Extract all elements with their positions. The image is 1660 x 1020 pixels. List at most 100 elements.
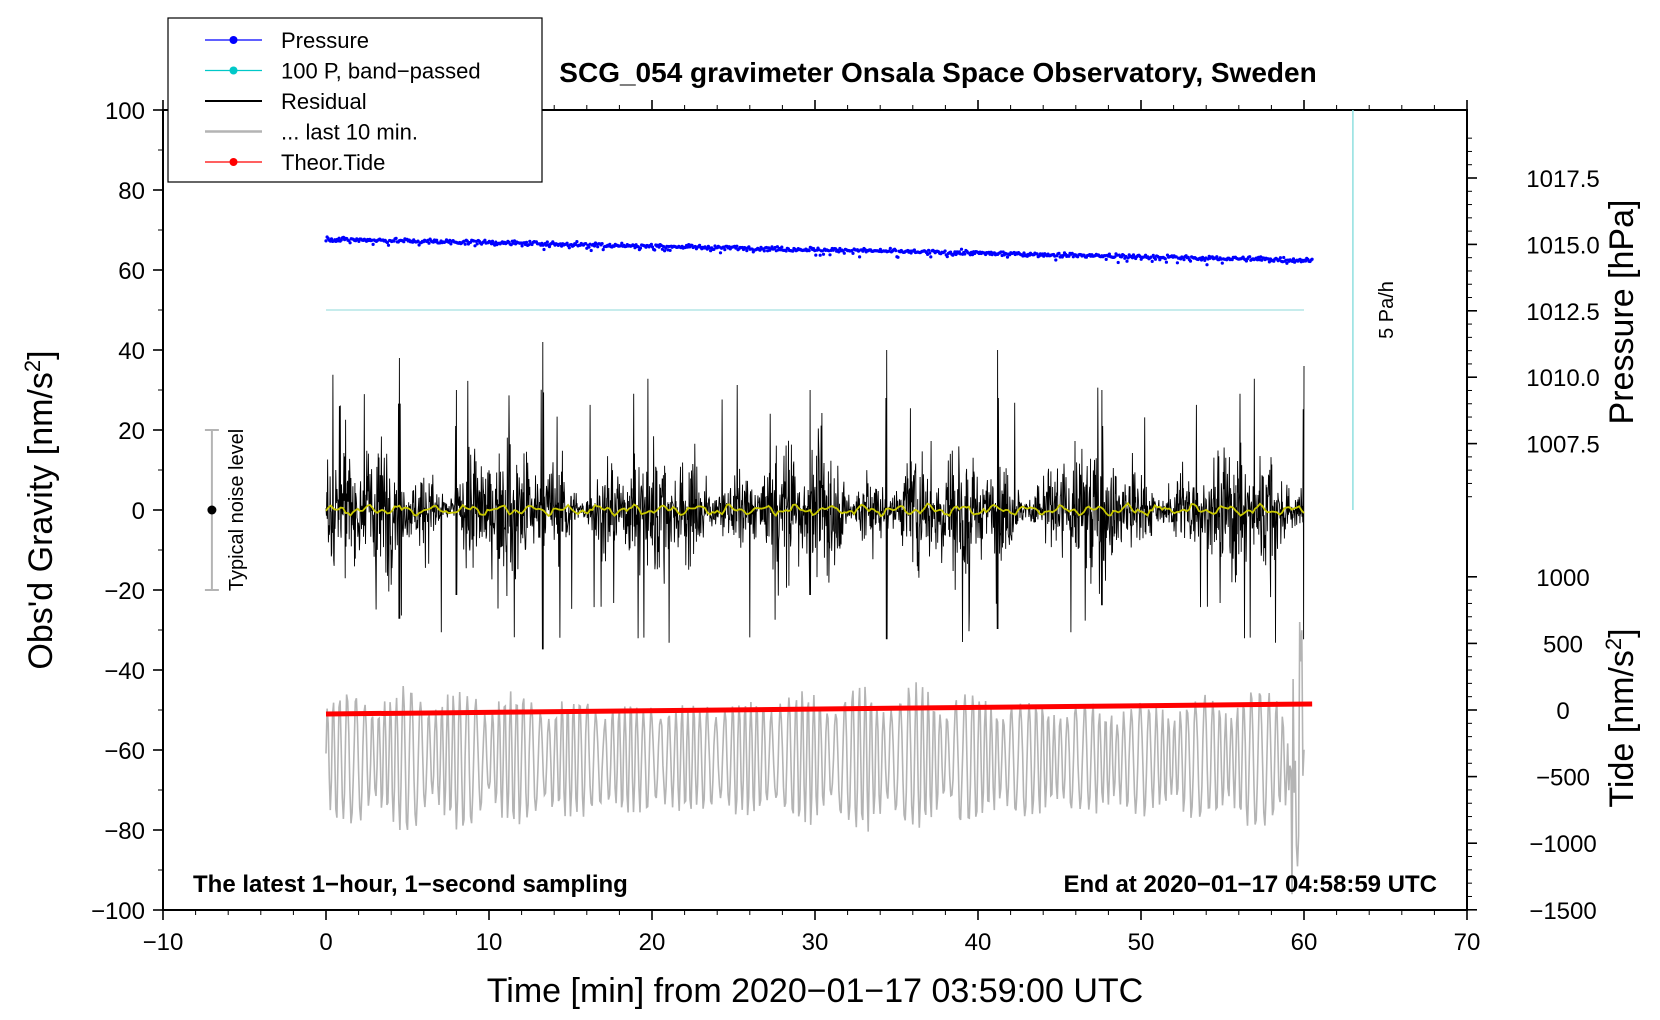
- pressure-point: [324, 239, 328, 243]
- pressure-tick-label: 1012.5: [1526, 299, 1599, 326]
- x-tick-label: 70: [1454, 929, 1481, 956]
- x-tick-label: 10: [476, 929, 503, 956]
- x-tick-label: 40: [965, 929, 992, 956]
- pressure-point: [818, 253, 822, 257]
- pressure-point: [791, 249, 795, 253]
- pressure-point: [1054, 258, 1058, 262]
- pressure-point: [842, 251, 846, 255]
- pressure-tick-label: 1017.5: [1526, 166, 1599, 193]
- pressure-point: [589, 248, 593, 253]
- pressure-point: [1188, 259, 1193, 263]
- pressure-point: [402, 240, 406, 244]
- tide-tick-label: −500: [1536, 765, 1590, 792]
- pressure-point: [762, 249, 766, 253]
- pressure-point: [524, 240, 529, 244]
- pressure-point: [735, 244, 739, 248]
- legend-marker: [229, 66, 238, 75]
- pressure-point: [1304, 259, 1308, 263]
- pressure-point: [712, 247, 716, 251]
- pressure-point: [584, 242, 588, 246]
- legend-entries: Pressure 100 P, band−passed Residual ... la…: [205, 28, 481, 175]
- y-tick-label: −80: [104, 818, 145, 845]
- pressure-point: [1248, 255, 1252, 259]
- pressure-point: [1104, 257, 1108, 261]
- tide-axis-label-main: Tide [nm/s: [1603, 650, 1641, 807]
- pressure-point: [1113, 255, 1117, 259]
- pressure-point: [1291, 257, 1296, 261]
- pressure-point: [894, 249, 898, 253]
- y-axis-label: Obs'd Gravity [nm/s2]: [20, 350, 60, 669]
- pressure-point: [463, 242, 467, 246]
- pressure-tick-label: 1015.0: [1526, 232, 1599, 259]
- x-tick-label: 30: [802, 929, 829, 956]
- chart-title: SCG_054 gravimeter Onsala Space Observat…: [559, 57, 1316, 88]
- pressure-point: [620, 241, 624, 245]
- pressure-point: [449, 242, 453, 246]
- pressure-point: [807, 249, 811, 253]
- legend-label: Theor.Tide: [281, 150, 385, 175]
- pressure-point: [707, 246, 712, 250]
- pressure-point: [912, 248, 917, 252]
- series-last-10-min: [325, 621, 1305, 895]
- pressure-point: [386, 243, 391, 247]
- pressure-axis-label: Pressure [hPa]: [1603, 200, 1641, 425]
- pressure-point: [1116, 260, 1120, 265]
- tide-axis-label-tail: ]: [1603, 628, 1641, 637]
- pressure-axis-ticks: 1007.5 1010.0 1012.5 1015.0 1017.5: [1467, 137, 1600, 498]
- y-tick-label: 0: [132, 498, 145, 525]
- series-pressure: [324, 235, 1314, 267]
- pressure-point: [1005, 255, 1010, 259]
- pressure-point: [1175, 261, 1179, 265]
- rate-label: 5 Pa/h: [1376, 281, 1398, 339]
- y-tick-label: −20: [104, 578, 145, 605]
- y-tick-label: 20: [118, 418, 145, 445]
- pressure-point: [927, 248, 931, 252]
- series-residual-smoothed: [325, 501, 1305, 518]
- series-layer: [324, 110, 1354, 895]
- y-tick-label: −40: [104, 658, 145, 685]
- pressure-point: [959, 247, 964, 251]
- pressure-point: [851, 251, 855, 255]
- noise-bar-center: [207, 505, 217, 515]
- pressure-point: [1278, 256, 1282, 260]
- pressure-point: [1149, 255, 1153, 259]
- x-tick-label: 60: [1291, 929, 1318, 956]
- tide-tick-label: 500: [1543, 631, 1583, 658]
- pressure-point: [567, 246, 571, 250]
- pressure-point: [528, 239, 532, 243]
- pressure-point: [896, 255, 900, 259]
- pressure-point: [357, 239, 361, 243]
- pressure-point: [1282, 255, 1286, 260]
- pressure-point: [784, 249, 788, 253]
- pressure-point: [545, 240, 549, 244]
- pressure-point: [850, 249, 854, 253]
- pressure-point: [1057, 251, 1061, 255]
- pressure-point: [718, 251, 723, 255]
- pressure-point: [337, 236, 341, 240]
- pressure-point: [1285, 261, 1289, 265]
- y-axis-label-sup: 2: [20, 360, 45, 372]
- pressure-point: [638, 246, 643, 250]
- y-axis-ticks: −100 −80 −60 −40 −20 0 20 40 60 80 100: [91, 98, 163, 925]
- pressure-point: [475, 242, 479, 246]
- pressure-point: [888, 246, 892, 250]
- y-tick-label: 80: [118, 178, 145, 205]
- tide-tick-label: 1000: [1536, 565, 1589, 592]
- pressure-point: [592, 244, 597, 248]
- legend: Pressure 100 P, band−passed Residual ... la…: [167, 17, 543, 183]
- noise-bar: [204, 429, 219, 591]
- pressure-point: [945, 255, 949, 259]
- pressure-point: [943, 249, 947, 253]
- pressure-point: [820, 249, 825, 253]
- pressure-point: [547, 245, 552, 249]
- tide-tick-label: −1500: [1529, 898, 1596, 925]
- pressure-point: [601, 248, 605, 252]
- pressure-point: [435, 238, 439, 242]
- pressure-point: [587, 245, 591, 249]
- y-tick-label: −60: [104, 738, 145, 765]
- x-axis-label: Time [min] from 2020−01−17 03:59:00 UTC: [487, 972, 1143, 1010]
- pressure-point: [416, 239, 420, 243]
- pressure-point: [1153, 257, 1158, 261]
- pressure-point: [657, 245, 661, 249]
- pressure-point: [999, 250, 1003, 254]
